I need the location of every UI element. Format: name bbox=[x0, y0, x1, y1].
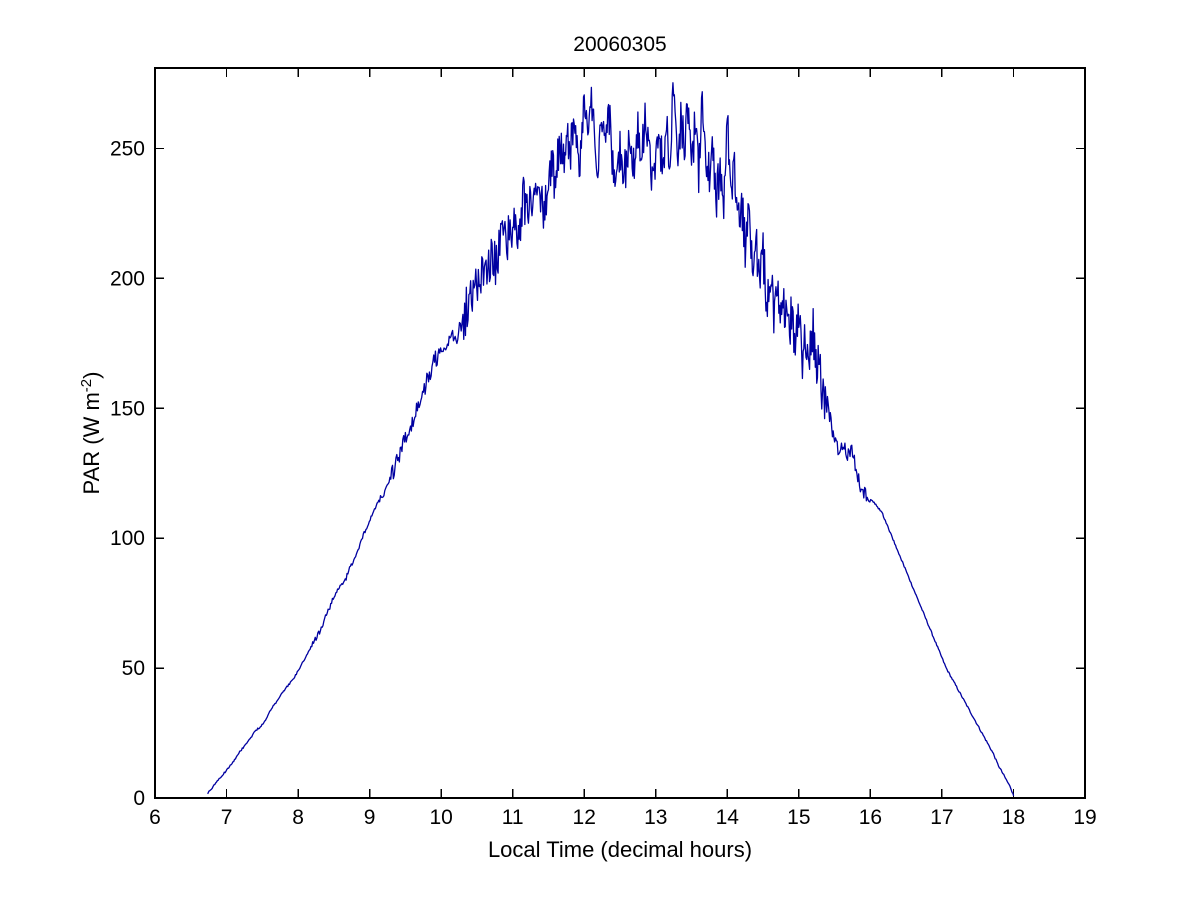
x-tick-label: 19 bbox=[1073, 806, 1096, 829]
x-tick-label: 6 bbox=[149, 806, 161, 829]
x-tick-label: 16 bbox=[859, 806, 882, 829]
x-axis-ticks: 6 7 8 9 10 11 12 13 14 15 16 17 18 19 bbox=[149, 68, 1097, 829]
y-tick-label: 150 bbox=[110, 397, 145, 420]
x-tick-label: 9 bbox=[364, 806, 376, 829]
x-tick-label: 10 bbox=[429, 806, 452, 829]
y-axis-label-tail: ) bbox=[79, 372, 104, 379]
y-axis-label-superscript: -2 bbox=[78, 379, 95, 392]
y-tick-label: 200 bbox=[110, 267, 145, 290]
x-tick-label: 13 bbox=[644, 806, 667, 829]
y-axis-label: PAR (W m-2) bbox=[78, 372, 104, 495]
chart-title: 20060305 bbox=[573, 33, 666, 56]
y-axis-ticks: 0 50 100 150 200 250 bbox=[110, 138, 1085, 810]
x-tick-label: 14 bbox=[716, 806, 740, 829]
y-axis-label-main: PAR (W m bbox=[79, 392, 104, 494]
x-tick-label: 12 bbox=[573, 806, 596, 829]
x-tick-label: 18 bbox=[1002, 806, 1025, 829]
x-tick-label: 17 bbox=[930, 806, 953, 829]
x-axis-label: Local Time (decimal hours) bbox=[488, 837, 752, 862]
y-tick-label: 50 bbox=[122, 657, 145, 680]
y-tick-label: 0 bbox=[133, 787, 145, 810]
x-tick-label: 8 bbox=[292, 806, 304, 829]
y-tick-label: 100 bbox=[110, 527, 145, 550]
x-tick-label: 11 bbox=[502, 806, 524, 829]
y-tick-label: 250 bbox=[110, 138, 145, 161]
plot-frame bbox=[154, 67, 1086, 799]
par-data-series bbox=[207, 82, 1015, 797]
x-tick-label: 7 bbox=[221, 806, 233, 829]
x-tick-label: 15 bbox=[787, 806, 810, 829]
